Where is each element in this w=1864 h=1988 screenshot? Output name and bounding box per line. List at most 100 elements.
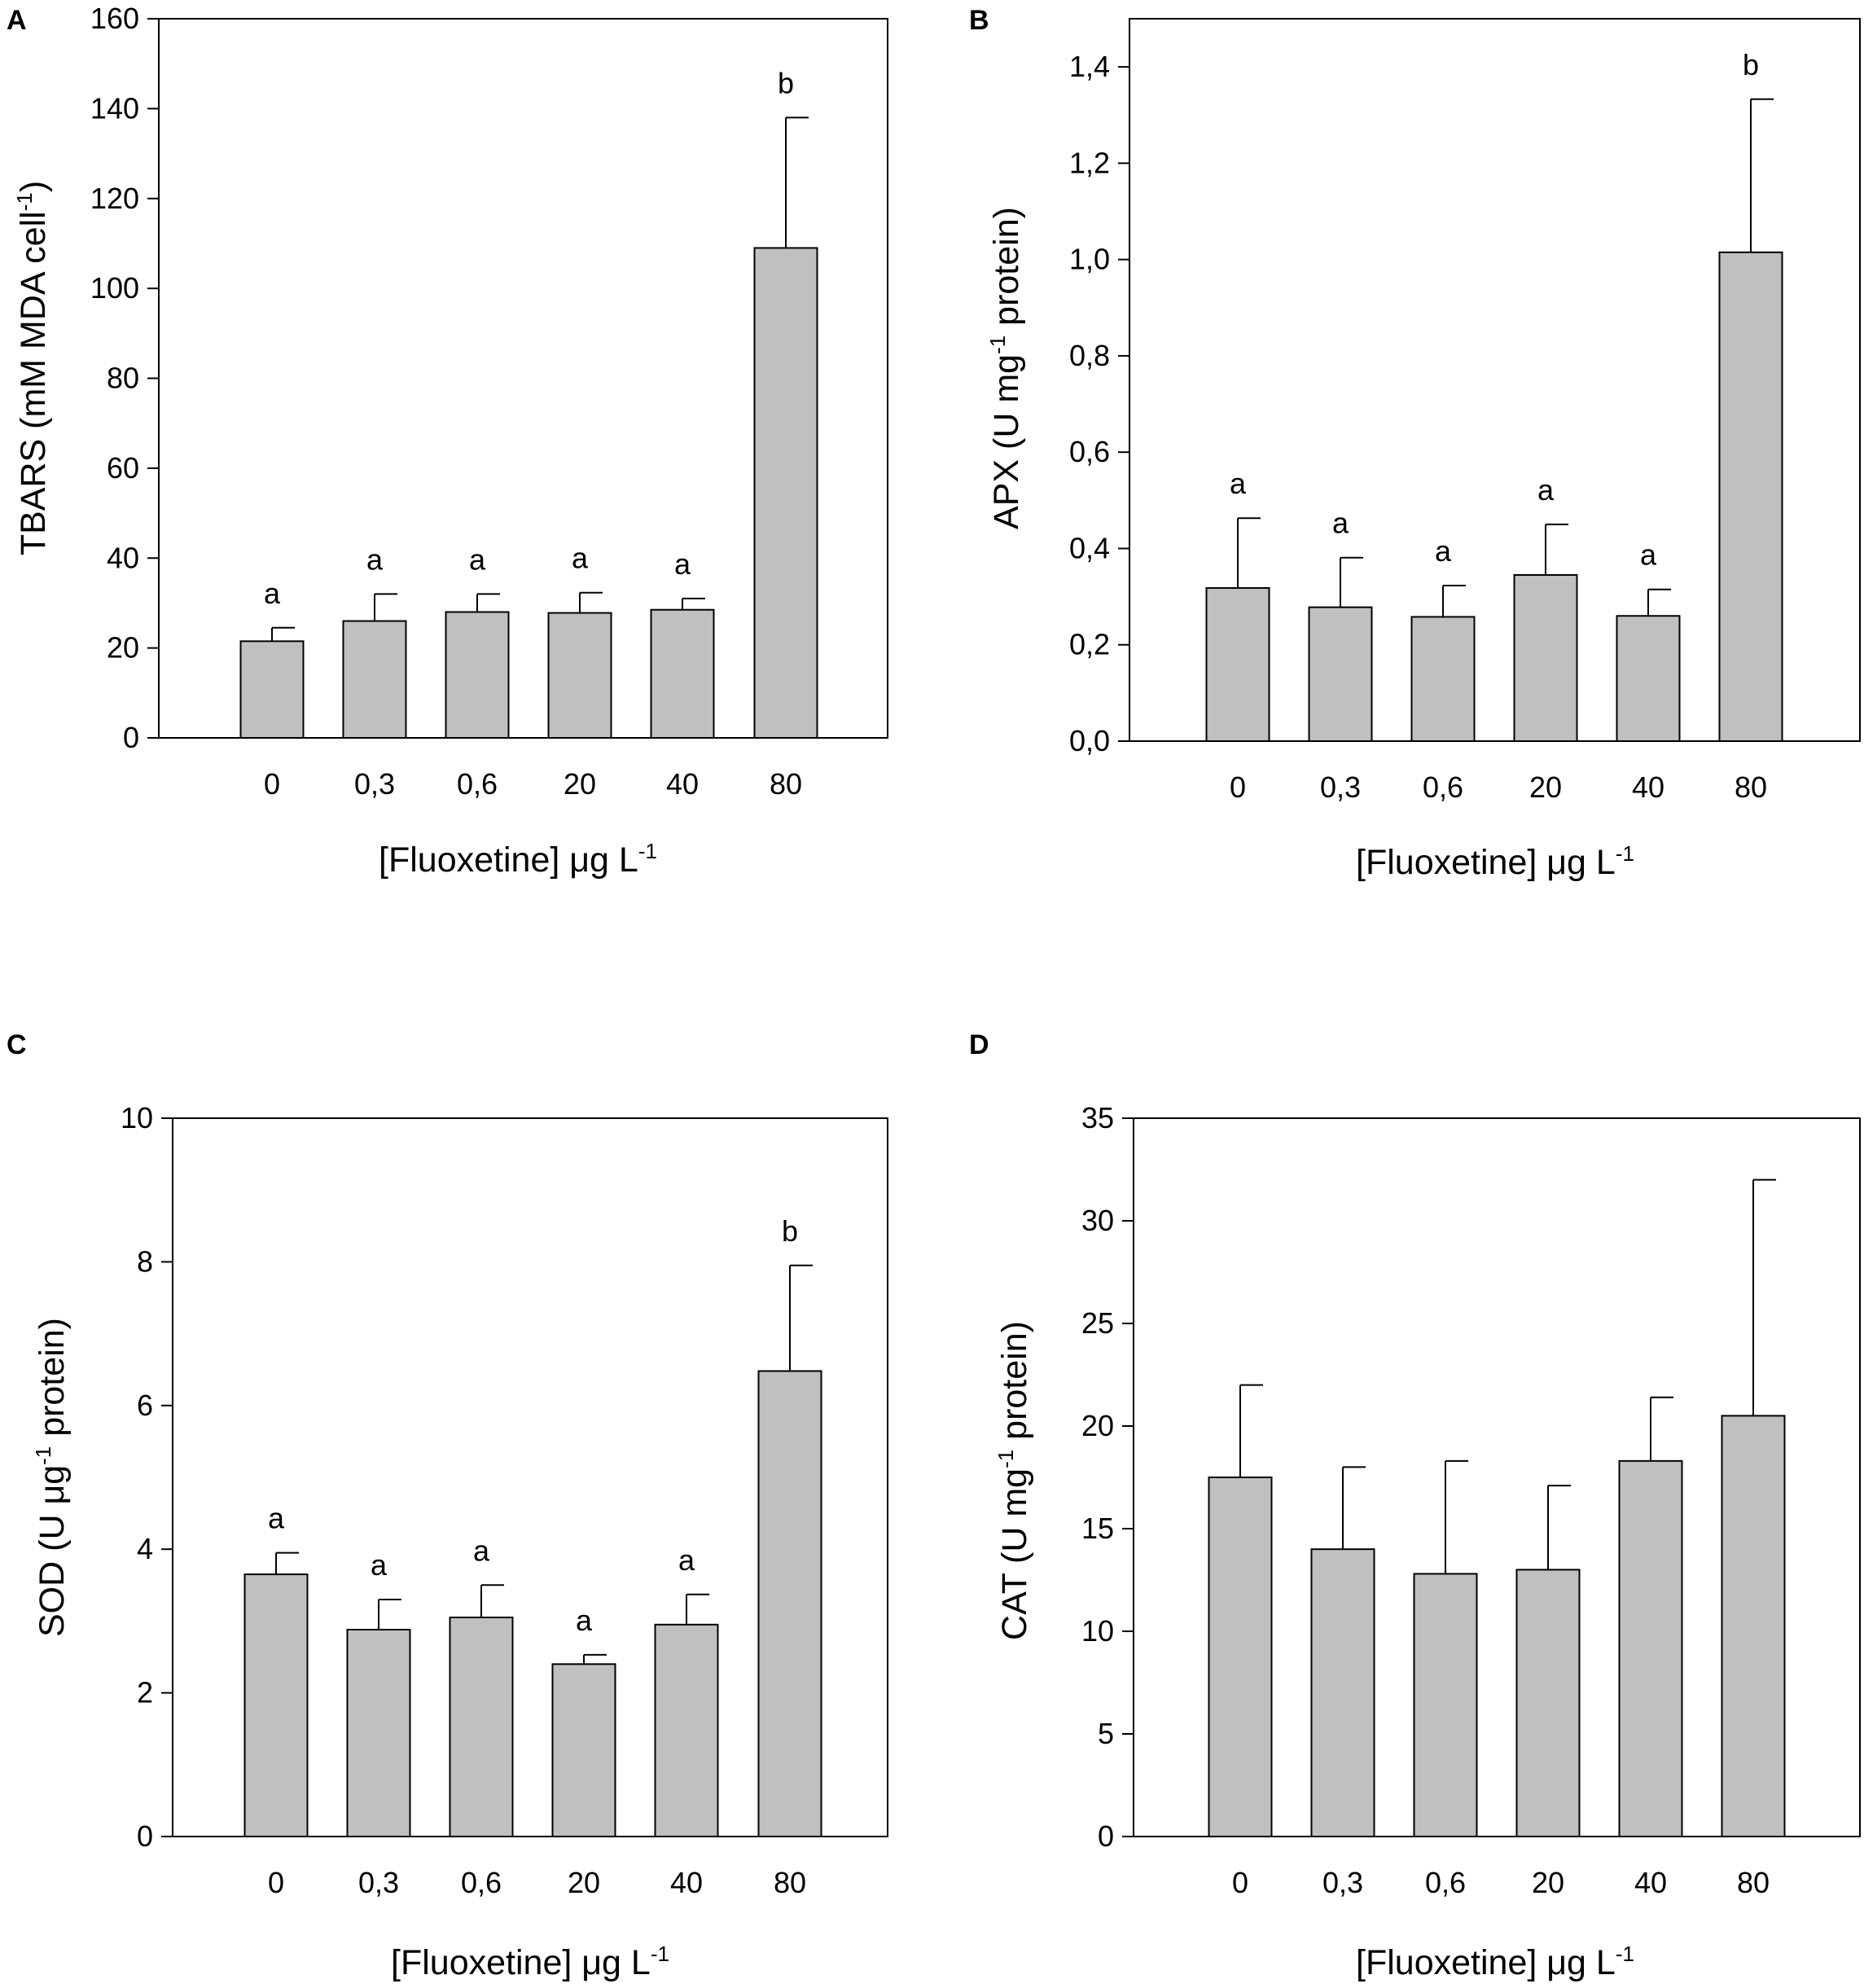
panel-c-ylabel-text: SOD (U μg (33, 1465, 72, 1637)
panel-d-plot: 0 5 10 15 20 25 30 35 0 0,3 0,6 20 40 80 (1081, 1101, 1861, 1899)
panel-c-ytick-label: 6 (137, 1389, 153, 1422)
panel-a-ytick-label: 0 (123, 721, 139, 754)
panel-b-significance-label: a (1332, 507, 1349, 540)
panel-a-ylabel-close: ) (14, 181, 53, 192)
panel-a-significance-label: a (469, 542, 486, 576)
panel-d-ytick-label: 20 (1081, 1409, 1114, 1442)
panel-b-category-label: 40 (1632, 770, 1664, 804)
panel-d-ytick-label: 30 (1081, 1204, 1114, 1237)
panel-b-significance-label: a (1537, 473, 1555, 507)
panel-a-ytick-label: 140 (90, 91, 139, 125)
panel-b-ytick-label: 0,8 (1069, 339, 1110, 372)
panel-c-category-label: 80 (774, 1866, 806, 1899)
panel-c-ytick-label: 8 (137, 1244, 153, 1278)
panel-d-ytick-label: 25 (1081, 1306, 1114, 1340)
panel-d-ylabel-sup: -1 (993, 1450, 1018, 1468)
panel-a-ytick-label: 80 (107, 362, 139, 395)
panel-a-bar (239, 640, 305, 739)
panel-c-bar (449, 1616, 514, 1837)
panel-b-ytick-label: 0,6 (1069, 435, 1110, 468)
panel-d-frame (1133, 1117, 1861, 1837)
panel-b-bar (1205, 586, 1270, 742)
panel-c-ytick-label: 2 (137, 1676, 153, 1709)
panel-d-xlabel: [Fluoxetine] μg L-1 (1356, 1942, 1634, 1982)
panel-a-significance-label: a (572, 542, 589, 575)
panel-d-category-label: 20 (1532, 1866, 1564, 1899)
panel-a-bar (445, 611, 510, 739)
panel-a-xlabel-sup: -1 (638, 839, 657, 863)
panel-b-significance-label: b (1743, 48, 1759, 81)
panel-b-ylabel-sup: -1 (985, 336, 1010, 354)
panel-b-ytick-label: 1,0 (1069, 243, 1110, 276)
panel-a-significance-label: a (264, 577, 281, 610)
panel-d-ytick-label: 0 (1098, 1819, 1114, 1853)
panel-c-ylabel: SOD (U μg-1 protein) (31, 1318, 72, 1637)
panel-a-significance-label: a (674, 547, 691, 581)
panel-d-category-label: 40 (1634, 1866, 1667, 1899)
panel-b-plot: 0,0 0,2 0,4 0,6 0,8 1,0 1,2 1,4 0 a 0,3 a 0,6 a 20 a 40 a… (1069, 18, 1861, 804)
panel-c-xlabel: [Fluoxetine] μg L-1 (391, 1942, 669, 1982)
panel-b-bar (1308, 606, 1373, 742)
panel-d-category-label: 80 (1737, 1866, 1770, 1899)
panel-a-ytick-label: 60 (107, 451, 139, 485)
panel-c-category-label: 0 (268, 1866, 284, 1899)
panel-c-frame (172, 1117, 888, 1837)
panel-b-bar (1616, 615, 1681, 743)
panel-b-category-label: 20 (1529, 770, 1562, 804)
panel-a-category-label: 80 (770, 767, 802, 801)
panel-a-plot: 0 20 40 60 80 100 120 140 160 0 a 0,3 a 0,6 a 20 a 40 a 80 b (90, 2, 888, 801)
panel-b-ytick-label: 0,4 (1069, 531, 1110, 564)
panel-a: A 0 20 40 60 80 100 120 140 160 0 a 0,3 a 0,6 a 20 a 40 a 8… (7, 2, 888, 880)
panel-b-bar (1410, 616, 1476, 742)
panel-c-bar (346, 1628, 411, 1838)
panel-a-ytick-label: 20 (107, 631, 139, 665)
panel-b-ylabel-after: protein) (987, 207, 1026, 336)
panel-b-ytick-label: 0,0 (1069, 724, 1110, 757)
panel-b-xlabel-sup: -1 (1616, 841, 1634, 866)
panel-a-xlabel: [Fluoxetine] μg L-1 (379, 839, 657, 880)
panel-letter-b: B (969, 5, 989, 36)
panel-c-significance-label: a (576, 1604, 593, 1637)
panel-b-ytick-label: 1,4 (1069, 50, 1110, 83)
panel-a-ylabel-sup: -1 (12, 192, 37, 211)
panel-d-ylabel-text: CAT (U mg (995, 1468, 1034, 1640)
panel-b-significance-label: a (1640, 538, 1657, 572)
panel-a-significance-label: b (778, 66, 794, 99)
panel-d-ylabel: CAT (U mg-1 protein) (993, 1321, 1034, 1640)
panel-d-ytick-label: 35 (1081, 1101, 1114, 1134)
panel-a-ylabel-text: TBARS (mM MDA cell (14, 211, 53, 555)
panel-a-ytick-label: 100 (90, 271, 139, 305)
panel-a-ytick-label: 40 (107, 541, 139, 574)
panel-a-xlabel-text: [Fluoxetine] μg L (379, 840, 638, 880)
panel-letter-c: C (7, 1029, 27, 1060)
panel-b-category-label: 0,3 (1320, 770, 1361, 804)
panel-d-ytick-label: 5 (1098, 1717, 1114, 1750)
panel-d-bar (1310, 1548, 1375, 1837)
panel-c-significance-label: a (371, 1548, 388, 1582)
panel-c-category-label: 20 (568, 1866, 600, 1899)
panel-b-ytick-label: 0,2 (1069, 628, 1110, 661)
panel-d-bar (1721, 1415, 1786, 1837)
panel-b-xlabel: [Fluoxetine] μg L-1 (1356, 841, 1634, 882)
panel-c-ytick-label: 0 (137, 1819, 153, 1853)
panel-c-significance-label: a (268, 1502, 285, 1535)
panel-c-significance-label: a (678, 1543, 695, 1577)
panel-d-bar (1515, 1569, 1581, 1838)
panel-a-category-label: 0 (264, 767, 280, 801)
panel-c-xlabel-sup: -1 (651, 1942, 669, 1966)
panel-b-ytick-label: 1,2 (1069, 146, 1110, 179)
panel-b-xlabel-text: [Fluoxetine] μg L (1356, 843, 1616, 882)
panel-c-bar (654, 1623, 719, 1838)
panel-d-ytick-label: 15 (1081, 1512, 1114, 1545)
panel-a-ylabel: TBARS (mM MDA cell-1) (12, 181, 53, 555)
panel-a-category-label: 0,3 (354, 767, 395, 801)
panel-b: B 0,0 0,2 0,4 0,6 0,8 1,0 1,2 1,4 0 a 0,3 a 0,6 a 20 a 4… (969, 5, 1861, 882)
panel-c-ylabel-sup: -1 (31, 1446, 55, 1465)
panel-b-frame (1129, 18, 1861, 742)
panel-d-xlabel-sup: -1 (1616, 1942, 1634, 1966)
panel-b-category-label: 0 (1230, 770, 1246, 804)
panel-c-ytick-label: 4 (137, 1532, 153, 1565)
